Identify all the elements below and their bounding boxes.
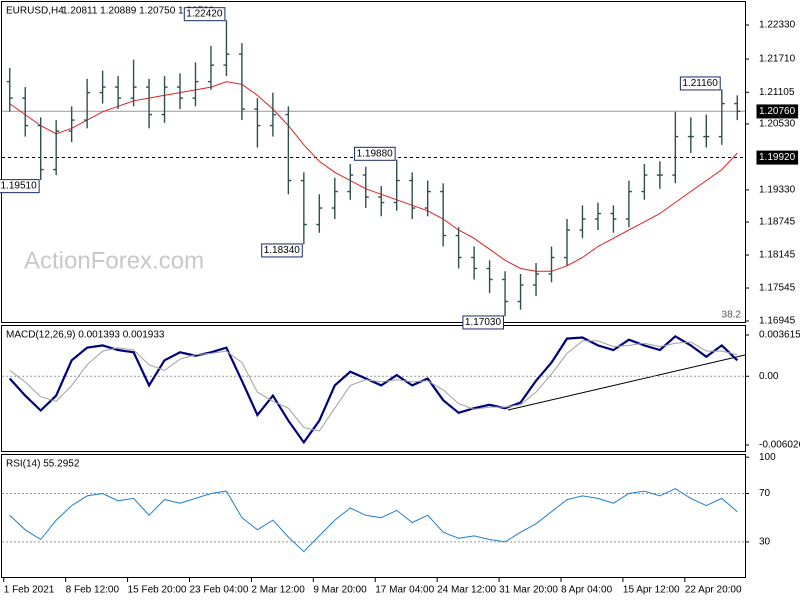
panel-title: EURUSD,H4 — [6, 6, 64, 17]
price-panel — [1, 1, 746, 323]
panel-title: RSI(14) 55.2952 — [6, 459, 80, 470]
label-box — [462, 315, 505, 330]
y-tick-label: 1.18745 — [759, 217, 796, 228]
x-tick-label: 15 Feb 20:00 — [128, 585, 187, 596]
label-box — [679, 76, 721, 91]
watermark: ActionForex.com — [24, 247, 204, 274]
panel-subtitle: 1.20811 1.20889 1.20750 1.20760 — [62, 6, 215, 17]
x-tick-label: 24 Mar 12:00 — [437, 585, 496, 596]
y-tick-label: 1.16945 — [759, 316, 796, 327]
y-tick-label: 1.21710 — [759, 54, 796, 65]
y-tick-label: -0.006026 — [759, 440, 800, 451]
x-tick-label: 17 Mar 04:00 — [375, 585, 434, 596]
series-line — [9, 340, 738, 432]
x-tick-label: 1 Feb 2021 — [4, 585, 55, 596]
price-line-label: 1.20760 — [759, 106, 796, 117]
macd-panel — [1, 325, 746, 452]
annotation: 1.19510 — [1, 181, 38, 192]
x-tick-label: 15 Apr 12:00 — [623, 585, 680, 596]
x-tick-label: 8 Feb 12:00 — [66, 585, 120, 596]
x-tick-label: 22 Apr 20:00 — [685, 585, 742, 596]
annotation: 1.18340 — [264, 245, 301, 256]
label-box — [756, 104, 799, 119]
trend-line — [507, 354, 746, 411]
fib-label: 38.2 — [722, 310, 742, 321]
x-tick-label: 8 Apr 04:00 — [561, 585, 613, 596]
x-tick-label: 23 Feb 04:00 — [189, 585, 248, 596]
y-tick-label: 100 — [759, 452, 776, 463]
y-tick-label: 1.22330 — [759, 20, 796, 31]
label-box — [354, 146, 396, 161]
x-tick-label: 31 Mar 20:00 — [499, 585, 558, 596]
y-tick-label: 1.20530 — [759, 119, 796, 130]
series-line — [9, 488, 738, 553]
label-box — [183, 7, 226, 22]
y-tick-label: 1.19330 — [759, 185, 796, 196]
y-tick-label: 1.18145 — [759, 250, 796, 261]
y-tick-label: 1.17545 — [759, 283, 796, 294]
annotation: 1.22420 — [186, 9, 223, 20]
annotation: 1.21160 — [682, 78, 718, 89]
y-tick-label: 30 — [759, 537, 771, 548]
moving-average — [9, 81, 738, 272]
rsi-panel — [1, 454, 746, 578]
y-tick-label: 0.00 — [759, 371, 779, 382]
annotation: 1.17030 — [465, 317, 502, 328]
y-tick-label: 1.21105 — [759, 87, 795, 98]
label-box — [261, 243, 303, 258]
price-line-label: 1.19920 — [759, 152, 796, 163]
y-tick-label: 0.003615 — [759, 330, 800, 341]
y-tick-label: 70 — [759, 488, 771, 499]
series-line — [8, 334, 739, 445]
x-tick-label: 2 Mar 12:00 — [251, 585, 305, 596]
label-box — [756, 150, 799, 165]
label-box — [0, 179, 40, 194]
x-tick-label: 9 Mar 20:00 — [313, 585, 367, 596]
annotation: 1.19880 — [357, 148, 394, 159]
panel-title: MACD(12,26,9) 0.001393 0.001933 — [6, 330, 165, 341]
